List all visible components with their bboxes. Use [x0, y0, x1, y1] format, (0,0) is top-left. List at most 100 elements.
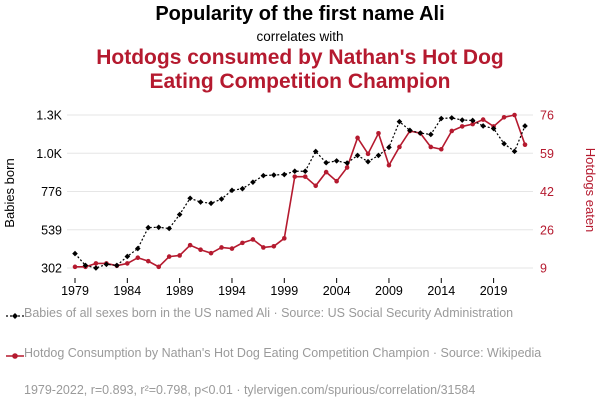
- right-axis-ticks: 9 26 42 59 76: [540, 109, 554, 276]
- point-hotdogs: [334, 178, 339, 184]
- point-babies: [166, 225, 172, 232]
- point-babies: [291, 168, 298, 175]
- point-hotdogs: [365, 151, 371, 157]
- point-hotdogs: [501, 114, 507, 120]
- point-babies: [333, 158, 340, 164]
- point-babies: [271, 172, 277, 178]
- point-babies: [239, 185, 246, 192]
- point-babies: [480, 123, 486, 129]
- point-hotdogs: [145, 258, 151, 264]
- point-hotdogs: [313, 183, 318, 189]
- y-tick-left: 539: [41, 223, 62, 237]
- point-hotdogs: [229, 246, 235, 251]
- legend-label-hotdogs: Hotdog Consumption by Nathan's Hot Dog E…: [24, 346, 542, 360]
- point-babies: [134, 245, 141, 252]
- point-hotdogs: [323, 169, 329, 175]
- point-hotdogs: [376, 130, 381, 136]
- x-tick-label: 1989: [166, 284, 194, 298]
- y-tick-left: 776: [41, 185, 62, 199]
- legend-label-babies: Babies of all sexes born in the US named…: [24, 306, 514, 320]
- point-hotdogs: [72, 264, 78, 270]
- point-babies: [407, 127, 413, 134]
- point-babies: [344, 160, 350, 166]
- point-babies: [459, 117, 466, 123]
- point-hotdogs: [292, 174, 298, 179]
- y-tick-left: 1.0K: [36, 147, 62, 161]
- point-hotdogs: [198, 247, 203, 253]
- x-tick-label: 2004: [323, 284, 351, 298]
- point-babies: [229, 187, 235, 194]
- point-hotdogs: [250, 237, 256, 242]
- point-babies: [72, 250, 78, 257]
- point-babies: [438, 115, 445, 122]
- point-babies: [218, 196, 225, 202]
- point-hotdogs: [135, 255, 141, 261]
- point-babies: [103, 261, 110, 268]
- point-hotdogs: [480, 117, 486, 122]
- legend-item-hotdogs: Hotdog Consumption by Nathan's Hot Dog E…: [6, 346, 566, 361]
- point-hotdogs: [240, 240, 245, 246]
- point-hotdogs: [449, 128, 455, 134]
- point-babies: [260, 172, 267, 179]
- point-babies: [155, 224, 162, 231]
- point-babies: [469, 117, 476, 124]
- point-hotdogs: [156, 264, 162, 270]
- y-axis-label-left: Babies born: [2, 158, 17, 227]
- y-tick-left: 1.3K: [36, 109, 62, 123]
- y-tick-right: 76: [540, 109, 554, 123]
- point-hotdogs: [302, 174, 308, 179]
- point-hotdogs: [470, 121, 475, 127]
- x-tick-label: 1994: [218, 284, 246, 298]
- point-babies: [375, 152, 382, 159]
- point-babies: [250, 179, 256, 185]
- point-babies: [187, 195, 193, 202]
- point-babies: [302, 168, 309, 175]
- y-tick-right: 26: [540, 223, 554, 237]
- chart-title-secondary-text: Hotdogs consumed by Nathan's Hot Dog Eat…: [96, 46, 504, 93]
- point-hotdogs: [438, 146, 444, 152]
- chart-subtitle: correlates with: [256, 29, 344, 44]
- point-babies: [417, 130, 424, 136]
- point-hotdogs: [177, 253, 182, 258]
- point-hotdogs: [344, 165, 350, 170]
- legend-item-babies: Babies of all sexes born in the US named…: [6, 306, 566, 321]
- x-tick-label: 2019: [480, 284, 508, 298]
- point-babies: [124, 253, 131, 260]
- point-hotdogs: [261, 245, 266, 250]
- chart-svg: 302 539 776 1.0K 1.3K 9 26 42 59 76 1979 1984 1989…: [2, 109, 598, 299]
- x-tick-label: 1984: [113, 284, 141, 298]
- point-babies: [281, 171, 288, 178]
- x-tick-label: 1979: [61, 284, 89, 298]
- point-babies: [501, 140, 507, 147]
- point-babies: [176, 211, 183, 218]
- point-babies: [511, 148, 518, 155]
- point-babies: [145, 224, 152, 231]
- point-hotdogs: [187, 242, 193, 248]
- chart-title: Popularity of the first name Ali: [155, 3, 445, 25]
- y-tick-left: 302: [41, 262, 62, 276]
- x-tick-label: 1999: [270, 284, 298, 298]
- point-hotdogs: [512, 112, 517, 118]
- point-hotdogs: [459, 124, 465, 129]
- y-axis-label-right: Hotdogs eaten: [583, 148, 598, 233]
- point-babies: [386, 144, 392, 151]
- y-tick-right: 59: [540, 147, 554, 161]
- point-babies: [354, 152, 361, 159]
- legend-swatch-babies: [6, 313, 24, 319]
- y-tick-right: 9: [540, 262, 547, 276]
- point-babies: [323, 159, 329, 166]
- point-babies: [522, 123, 528, 129]
- point-hotdogs: [397, 144, 402, 150]
- point-babies: [93, 265, 99, 271]
- point-hotdogs: [522, 142, 528, 147]
- point-babies: [490, 125, 497, 132]
- point-hotdogs: [219, 245, 224, 250]
- point-hotdogs: [271, 244, 277, 249]
- point-babies: [396, 118, 403, 125]
- point-babies: [82, 262, 89, 269]
- chart-title-secondary: Hotdogs consumed by Nathan's Hot Dog Eat…: [0, 46, 600, 94]
- x-tick-label: 2009: [375, 284, 403, 298]
- point-babies: [428, 131, 434, 138]
- legend-swatch-hotdogs: [6, 353, 24, 359]
- point-hotdogs: [386, 162, 392, 168]
